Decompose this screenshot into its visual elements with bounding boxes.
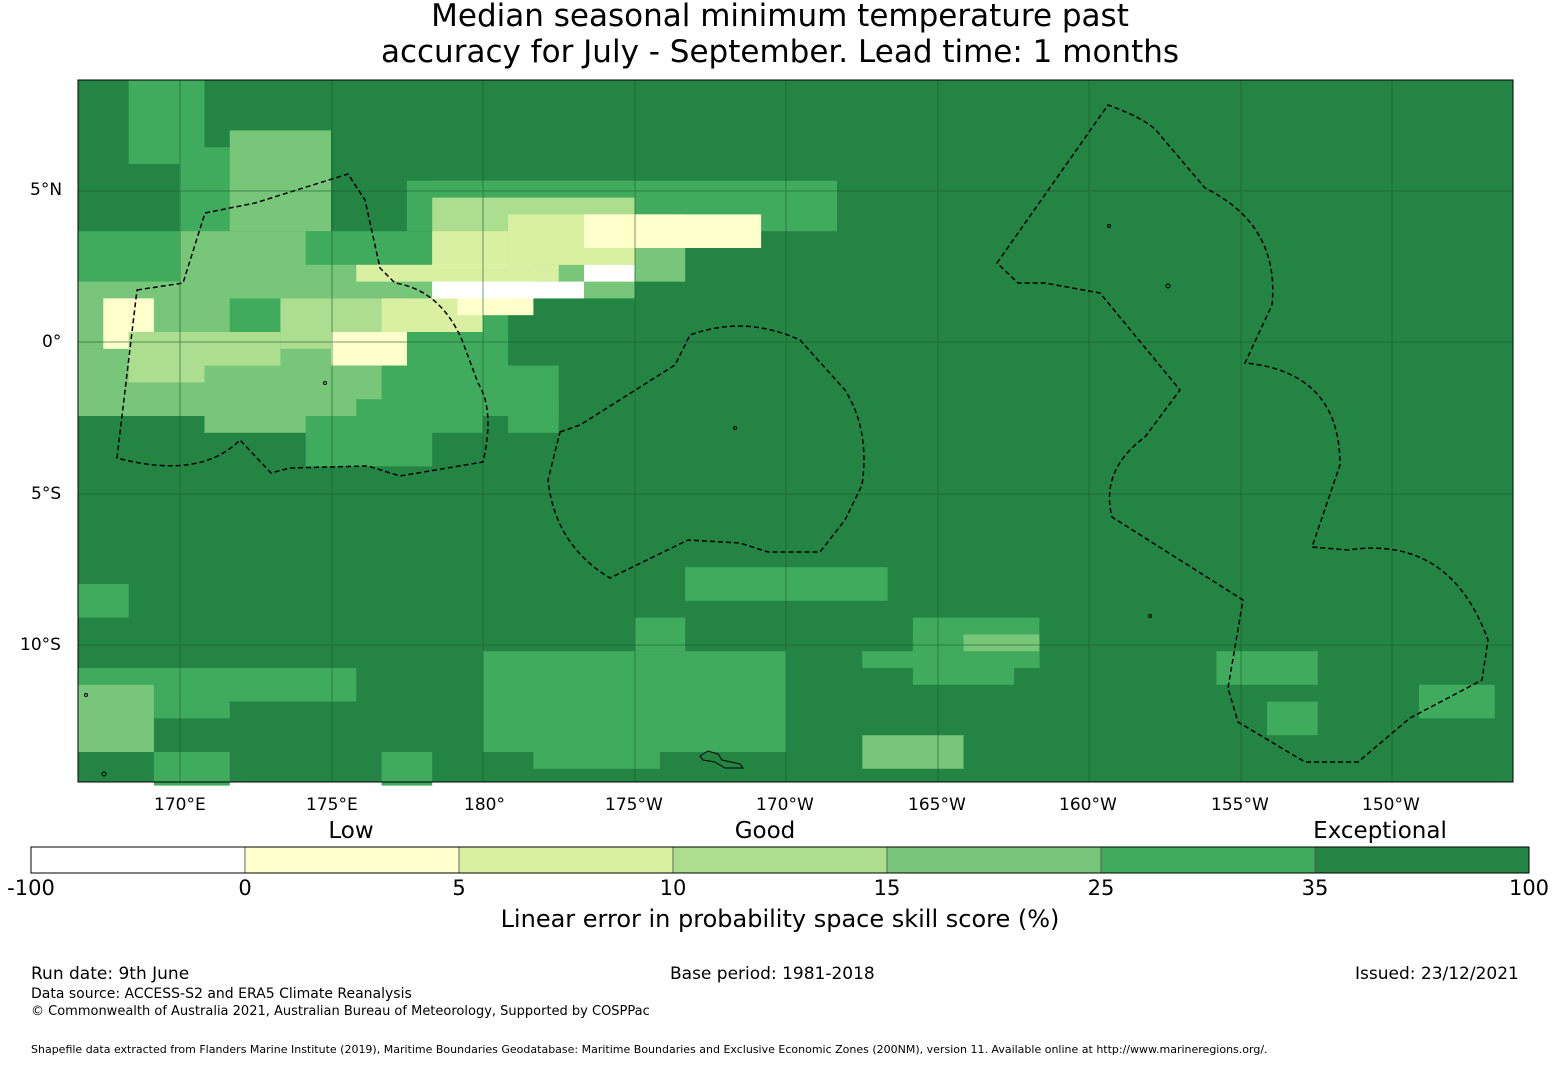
colorbar-swatch (1100, 846, 1316, 874)
lat-label-5s: 5°S (31, 484, 62, 504)
skill-cell (862, 651, 1040, 668)
skill-cell (862, 735, 964, 769)
lon-label-175e: 175°E (306, 795, 358, 815)
map-title-line-2: accuracy for July - September. Lead time… (380, 34, 1180, 70)
shapefile-credit: Shapefile data extracted from Flanders M… (31, 1043, 1268, 1056)
colorbar-category-good: Good (734, 818, 796, 844)
colorbar-swatch (1314, 846, 1530, 874)
colorbar-tick: 10 (659, 876, 687, 900)
colorbar-tick: -100 (7, 876, 55, 900)
map-title-line-1: Median seasonal minimum temperature past (431, 0, 1129, 34)
skill-cell (1267, 701, 1318, 736)
eez-boundary-tuvalu (116, 173, 489, 477)
lon-label-150w: 150°W (1362, 795, 1420, 815)
island-dot (1165, 283, 1171, 289)
skill-cell (584, 264, 635, 282)
base-period: Base period: 1981-2018 (670, 964, 875, 984)
skill-cell (305, 416, 433, 467)
colorbar-category-exceptional: Exceptional (1313, 818, 1447, 844)
colorbar-tick: 35 (1301, 876, 1329, 900)
graticule (78, 80, 1513, 782)
data-source: Data source: ACCESS-S2 and ERA5 Climate … (31, 986, 412, 1002)
skill-cell (634, 214, 762, 248)
lat-label-10s: 10°S (20, 635, 61, 655)
lat-label-0: 0° (42, 332, 62, 352)
skill-cell (229, 130, 331, 232)
island-dot (733, 426, 737, 430)
lon-label-165w: 165°W (908, 795, 966, 815)
eez-boundaries (116, 104, 1489, 763)
skill-cell (533, 735, 660, 769)
colorbar-tick: 25 (1087, 876, 1115, 900)
colorbar-swatch (244, 846, 460, 874)
lon-label-170e: 170°E (154, 795, 206, 815)
lat-label-5n: 5°N (30, 180, 63, 200)
colorbar-frame (30, 846, 1530, 874)
skill-cell (78, 584, 129, 618)
colorbar-tick: 100 (1508, 876, 1550, 900)
island-dot (323, 381, 327, 385)
skill-cell (153, 752, 230, 786)
island-dot (101, 771, 107, 777)
colorbar-swatch (672, 846, 888, 874)
islands (84, 224, 1171, 777)
skill-cell (179, 668, 357, 702)
colorbar-category-low: Low (328, 818, 374, 844)
skill-cell (508, 399, 559, 433)
skill-cell (356, 264, 559, 282)
map-frame (77, 79, 1514, 783)
skill-cell (634, 617, 686, 652)
skill-cell-grid (78, 80, 1513, 786)
colorbar-tick: 5 (452, 876, 466, 900)
lon-label-170w: 170°W (756, 795, 814, 815)
lon-label-175w: 175°W (605, 795, 663, 815)
skill-cell (432, 281, 584, 299)
colorbar-swatch (886, 846, 1102, 874)
skill-cell (331, 332, 407, 366)
skill-cell (1216, 651, 1318, 685)
skill-cell (381, 752, 433, 786)
lon-label-155w: 155°W (1211, 795, 1269, 815)
skill-cell (78, 684, 154, 752)
island-dot (1148, 614, 1152, 618)
copyright: © Commonwealth of Australia 2021, Austra… (31, 1004, 650, 1019)
colorbar-swatch (458, 846, 674, 874)
colorbar-tick: 15 (873, 876, 901, 900)
island-dot (1107, 224, 1111, 228)
island-samoa (699, 750, 744, 769)
island-dot (84, 693, 88, 697)
lon-label-160w: 160°W (1059, 795, 1117, 815)
skill-cell (1418, 684, 1495, 719)
colorbar (30, 846, 1530, 874)
eez-boundary-kiribati-line (996, 104, 1489, 763)
colorbar-swatch (30, 846, 246, 874)
lon-label-180: 180° (464, 795, 505, 815)
skill-cell (457, 298, 534, 316)
run-date: Run date: 9th June (31, 964, 190, 984)
colorbar-tick: 0 (238, 876, 252, 900)
eez-boundary-tokelau (547, 325, 865, 579)
issued-date: Issued: 23/12/2021 (1355, 964, 1519, 984)
colorbar-label: Linear error in probability space skill … (500, 905, 1060, 933)
